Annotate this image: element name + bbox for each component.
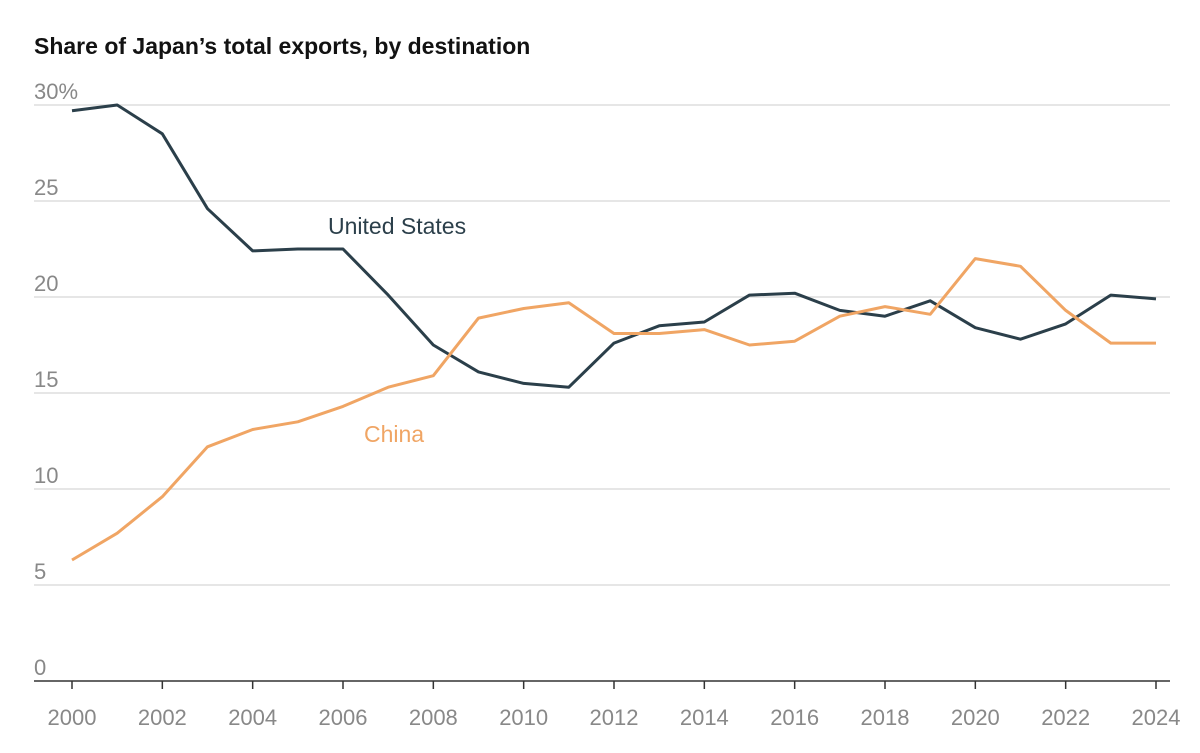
x-tick-label: 2022 [1041, 705, 1090, 730]
y-tick-label: 15 [34, 367, 58, 392]
x-tick-label: 2018 [861, 705, 910, 730]
y-tick-label: 30% [34, 79, 78, 104]
x-tick-label: 2020 [951, 705, 1000, 730]
series-label-united-states: United States [328, 213, 466, 239]
x-tick-label: 2024 [1132, 705, 1181, 730]
series-line-united-states [71, 103, 1157, 389]
series-label-china: China [364, 421, 424, 447]
y-tick-label: 5 [34, 559, 46, 584]
x-tick-label: 2000 [48, 705, 97, 730]
x-tick-label: 2004 [228, 705, 277, 730]
y-tick-label: 25 [34, 175, 58, 200]
x-tick-label: 2008 [409, 705, 458, 730]
chart-title: Share of Japan’s total exports, by desti… [34, 33, 530, 59]
y-tick-label: 20 [34, 271, 58, 296]
y-tick-label: 10 [34, 463, 58, 488]
series-line-china [71, 257, 1156, 562]
x-tick-label: 2012 [590, 705, 639, 730]
x-tick-label: 2010 [499, 705, 548, 730]
y-tick-label: 0 [34, 655, 46, 680]
x-tick-label: 2002 [138, 705, 187, 730]
x-tick-label: 2014 [680, 705, 729, 730]
x-tick-label: 2016 [770, 705, 819, 730]
x-tick-label: 2006 [319, 705, 368, 730]
